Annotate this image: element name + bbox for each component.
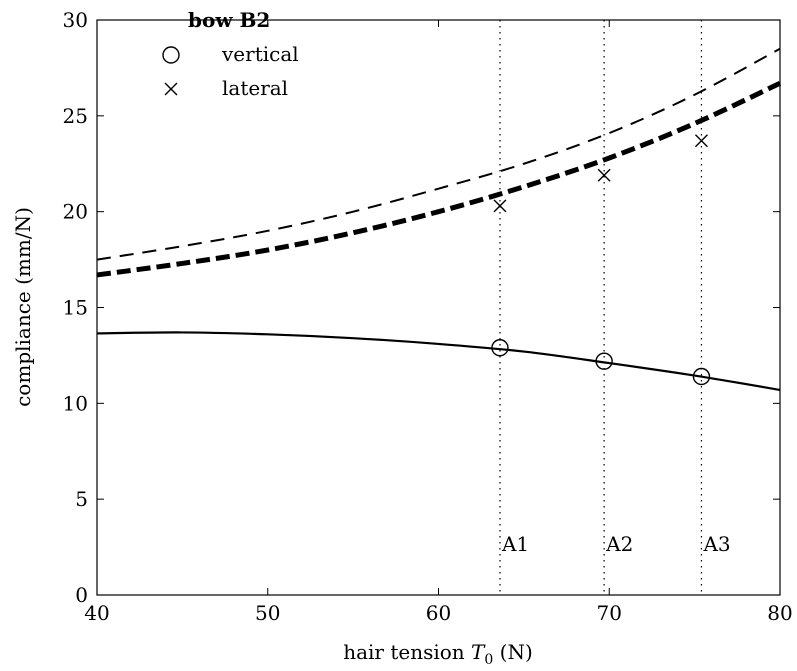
x-tick-label: 80 — [767, 601, 792, 625]
annotation-label: A1 — [501, 532, 529, 556]
x-tick-label: 70 — [597, 601, 622, 625]
vertical-marker — [595, 352, 613, 370]
y-tick-label: 10 — [63, 391, 88, 415]
series-line-dashed-thin — [96, 47, 781, 261]
lateral-marker — [597, 168, 611, 182]
x-axis-label-subscript: 0 — [484, 652, 493, 668]
vertical-marker — [692, 367, 711, 386]
legend-label-vertical: vertical — [221, 42, 299, 66]
x-tick-label: 40 — [84, 601, 109, 625]
series-line-solid — [96, 331, 781, 392]
y-tick-label: 0 — [75, 583, 88, 607]
x-tick-label: 60 — [426, 601, 451, 625]
legend-circle-marker — [162, 46, 180, 64]
y-tick-label: 5 — [75, 487, 88, 511]
lateral-marker — [694, 134, 708, 148]
y-axis-label: compliance (mm/N) — [11, 207, 35, 407]
y-tick-label: 15 — [63, 296, 88, 320]
annotation-label: A2 — [605, 532, 633, 556]
vertical-marker — [491, 339, 509, 357]
x-tick-label: 50 — [255, 601, 280, 625]
lateral-marker — [493, 199, 507, 213]
plot-frame — [96, 19, 781, 596]
x-axis-label-prefix: hair tension — [343, 640, 471, 664]
legend-cross-marker — [164, 82, 178, 96]
y-tick-label: 20 — [63, 200, 88, 224]
x-axis-label: hair tension T0 (N) — [343, 640, 533, 668]
x-axis-label-symbol: T — [471, 640, 486, 664]
annotation-label: A3 — [702, 532, 730, 556]
series-line-dashed-thick — [96, 80, 782, 278]
legend-label-lateral: lateral — [222, 76, 288, 100]
y-tick-label: 30 — [63, 8, 88, 32]
x-axis-label-suffix: (N) — [493, 640, 532, 664]
legend: bow B2 vertical lateral — [162, 8, 299, 100]
y-tick-label: 25 — [63, 104, 88, 128]
